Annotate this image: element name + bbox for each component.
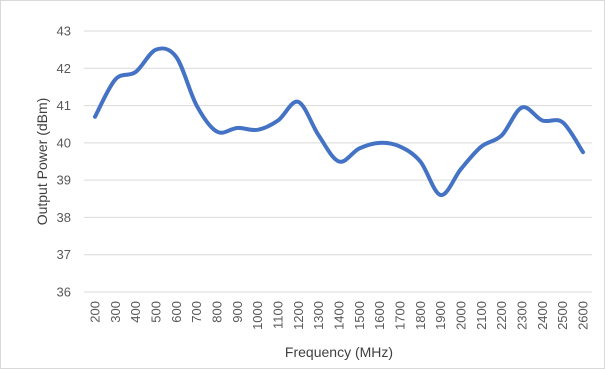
x-tick-label: 200 (88, 301, 103, 323)
y-tick-label: 43 (57, 24, 71, 39)
x-tick-label: 600 (169, 301, 184, 323)
x-axis-ticks: 200 300 400 500 600 700 800 900 1000 1100 1200 1300… (88, 301, 591, 330)
x-tick-label: 800 (210, 301, 225, 323)
x-tick-label: 1500 (352, 301, 367, 330)
x-tick-label: 1400 (332, 301, 347, 330)
x-tick-label: 1200 (291, 301, 306, 330)
x-tick-label: 1000 (250, 301, 265, 330)
x-tick-label: 2600 (576, 301, 591, 330)
y-tick-label: 41 (57, 98, 71, 113)
y-tick-label: 39 (57, 173, 71, 188)
y-tick-label: 36 (57, 285, 71, 300)
x-tick-label: 1600 (372, 301, 387, 330)
x-tick-label: 2300 (515, 301, 530, 330)
x-tick-label: 1300 (311, 301, 326, 330)
x-tick-label: 2100 (474, 301, 489, 330)
y-tick-label: 42 (57, 61, 71, 76)
y-axis-title: Output Power (dBm) (34, 98, 50, 226)
x-tick-label: 2200 (494, 301, 509, 330)
x-tick-label: 1700 (393, 301, 408, 330)
x-tick-label: 900 (230, 301, 245, 323)
y-tick-label: 38 (57, 210, 71, 225)
x-tick-label: 700 (189, 301, 204, 323)
x-tick-label: 1900 (433, 301, 448, 330)
y-tick-label: 37 (57, 247, 71, 262)
x-tick-label: 500 (149, 301, 164, 323)
x-tick-label: 400 (128, 301, 143, 323)
x-tick-label: 2000 (454, 301, 469, 330)
x-tick-label: 2400 (535, 301, 550, 330)
series-line-0 (93, 46, 585, 198)
series-layer (93, 46, 585, 198)
x-tick-label: 300 (108, 301, 123, 323)
x-tick-label: 1800 (413, 301, 428, 330)
x-axis-title: Frequency (MHz) (285, 344, 393, 360)
x-tick-label: 1100 (271, 301, 286, 329)
y-axis-ticks: 36 37 38 39 40 41 42 43 (57, 24, 71, 300)
y-tick-label: 40 (57, 135, 71, 150)
x-tick-label: 2500 (555, 301, 570, 330)
grid-lines (84, 30, 592, 293)
